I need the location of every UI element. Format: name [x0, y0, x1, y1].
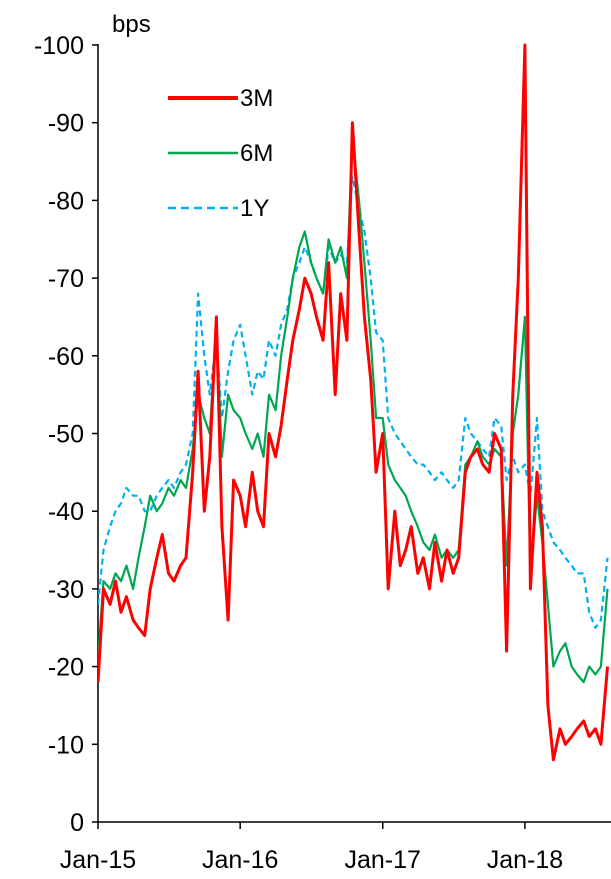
legend-label-6m: 6M [240, 140, 273, 167]
x-axis: Jan-15 Jan-16 Jan-17 Jan-18 [60, 821, 611, 874]
y-axis-unit-label: bps [112, 11, 151, 38]
x-tick-label: Jan-16 [202, 846, 278, 874]
x-tick-label: Jan-17 [345, 846, 421, 874]
y-axis: 0 -10 -20 -30 -40 -50 -60 -70 -80 -90 -100 [34, 32, 99, 837]
y-tick-label: 0 [70, 809, 84, 837]
x-tick-label: Jan-18 [487, 846, 563, 874]
legend-label-1y: 1Y [240, 195, 269, 222]
y-tick-label: -100 [34, 32, 84, 60]
legend-label-3m: 3M [240, 85, 273, 112]
y-tick-label: -60 [48, 343, 84, 371]
series-line-6m [98, 137, 609, 684]
y-tick-label: -20 [48, 654, 84, 682]
y-tick-label: -90 [48, 110, 84, 138]
y-tick-label: -80 [48, 187, 84, 215]
x-tick-label: Jan-15 [60, 846, 136, 874]
series-line-3m [98, 43, 609, 762]
y-tick-label: -50 [48, 421, 84, 449]
legend: 3M 6M 1Y [168, 85, 273, 222]
y-tick-label: -70 [48, 265, 84, 293]
y-tick-label: -10 [48, 731, 84, 759]
series-layer [98, 43, 609, 762]
y-tick-label: -40 [48, 498, 84, 526]
y-tick-label: -30 [48, 576, 84, 604]
